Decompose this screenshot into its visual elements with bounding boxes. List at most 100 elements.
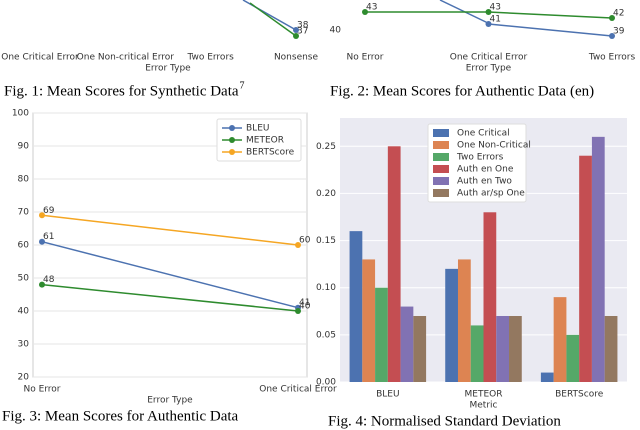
data-point	[609, 33, 615, 39]
bar	[591, 136, 605, 382]
bar	[566, 334, 580, 382]
legend-label: One Critical	[457, 129, 510, 139]
series-line	[488, 23, 613, 37]
data-label: 61	[43, 232, 54, 242]
legend-label: Auth ar/sp One	[457, 189, 525, 199]
y-tick-label: 70	[18, 208, 30, 218]
y-tick-label: 0.15	[316, 236, 336, 246]
legend-marker	[229, 125, 235, 131]
x-tick-label: METEOR	[465, 390, 503, 400]
legend-swatch	[433, 177, 449, 185]
y-tick-label: 100	[12, 109, 29, 119]
x-axis-label: Metric	[470, 401, 498, 411]
legend-label: Auth en Two	[457, 177, 512, 187]
data-label: 41	[490, 15, 501, 25]
y-tick-label: 20	[18, 373, 30, 383]
x-tick-label: One Critical Error	[450, 53, 528, 63]
x-tick-label: BLEU	[376, 390, 399, 400]
bar	[362, 259, 376, 382]
y-tick-label: 0.25	[316, 142, 336, 152]
legend-label: Two Errors	[456, 153, 504, 163]
data-point	[293, 27, 299, 33]
cropped-line	[249, 2, 297, 37]
figure-caption: Fig. 3: Mean Scores for Authentic Data	[2, 408, 239, 424]
bar	[483, 212, 497, 382]
bar	[604, 316, 618, 382]
data-point	[485, 9, 492, 15]
data-label: 60	[299, 236, 311, 246]
bar	[540, 372, 554, 382]
y-tick-label: 0.00	[316, 378, 336, 388]
data-label: 43	[490, 3, 501, 13]
legend-label: One Non-Critical	[457, 141, 531, 151]
bar	[413, 316, 427, 382]
y-tick-label: 60	[18, 241, 30, 251]
x-tick-label: No Error	[346, 53, 383, 63]
x-tick-label: One Non-critical Error	[77, 53, 175, 63]
data-label: 42	[613, 9, 624, 19]
y-tick-label: 40	[330, 26, 342, 36]
x-axis-label: Error Type	[466, 64, 512, 74]
legend-marker	[229, 149, 235, 155]
x-tick-label: One Critical Error	[1, 53, 79, 63]
legend-box	[216, 118, 302, 162]
bar	[579, 155, 592, 382]
x-axis-label: Error Type	[145, 64, 191, 74]
bar	[457, 259, 471, 382]
data-label: 37	[297, 27, 308, 37]
y-tick-label: 90	[18, 142, 30, 152]
data-point	[609, 15, 615, 21]
y-tick-label: 0.05	[316, 330, 336, 340]
data-label: 40	[299, 302, 311, 312]
y-tick-label: 80	[18, 175, 30, 185]
x-tick-label: Nonsense	[274, 53, 319, 63]
bar	[387, 146, 401, 382]
x-tick-label: No Error	[23, 385, 60, 395]
legend-swatch	[433, 129, 449, 137]
figure-caption: Fig. 2: Mean Scores for Authentic Data (…	[330, 83, 594, 99]
legend-label: BERTScore	[246, 148, 295, 158]
legend-swatch	[433, 189, 449, 197]
bar	[445, 268, 458, 382]
bar	[375, 287, 388, 382]
data-point	[39, 212, 45, 219]
legend-label: BLEU	[246, 124, 269, 134]
legend-swatch	[433, 153, 449, 161]
bar	[509, 316, 522, 382]
figure-caption: Fig. 4: Normalised Standard Deviation	[328, 413, 561, 429]
legend-label: METEOR	[246, 136, 284, 146]
series-line	[41, 240, 299, 309]
caption-footnote: 7	[240, 80, 245, 91]
bar	[349, 231, 363, 382]
data-point	[39, 281, 45, 288]
data-point	[295, 242, 301, 248]
x-tick-label: Two Errors	[186, 53, 234, 63]
y-tick-label: 0.10	[316, 283, 336, 293]
bar	[553, 297, 567, 382]
data-label: 39	[613, 27, 625, 37]
data-label: 69	[43, 206, 55, 216]
data-label: 43	[366, 3, 377, 13]
bar	[400, 306, 414, 382]
legend-marker	[229, 137, 235, 143]
data-point	[295, 308, 301, 314]
legend-swatch	[433, 141, 449, 149]
x-axis-label: Error Type	[147, 396, 193, 406]
series-line	[41, 214, 299, 246]
legend-box	[427, 123, 527, 203]
bar	[496, 316, 510, 382]
x-tick-label: BERTScore	[555, 390, 604, 400]
data-label: 41	[299, 298, 310, 308]
data-point	[485, 21, 492, 27]
legend-label: Auth en One	[457, 165, 514, 175]
data-label: 38	[297, 21, 309, 31]
data-point	[293, 33, 299, 39]
data-point	[39, 238, 45, 245]
data-label: 48	[43, 275, 55, 285]
bar	[470, 325, 484, 382]
y-tick-label: 40	[18, 307, 30, 317]
data-point	[362, 9, 368, 15]
x-tick-label: Two Errors	[588, 53, 636, 63]
figure-caption: Fig. 1: Mean Scores for Synthetic Data	[4, 83, 239, 99]
legend-swatch	[433, 165, 449, 173]
